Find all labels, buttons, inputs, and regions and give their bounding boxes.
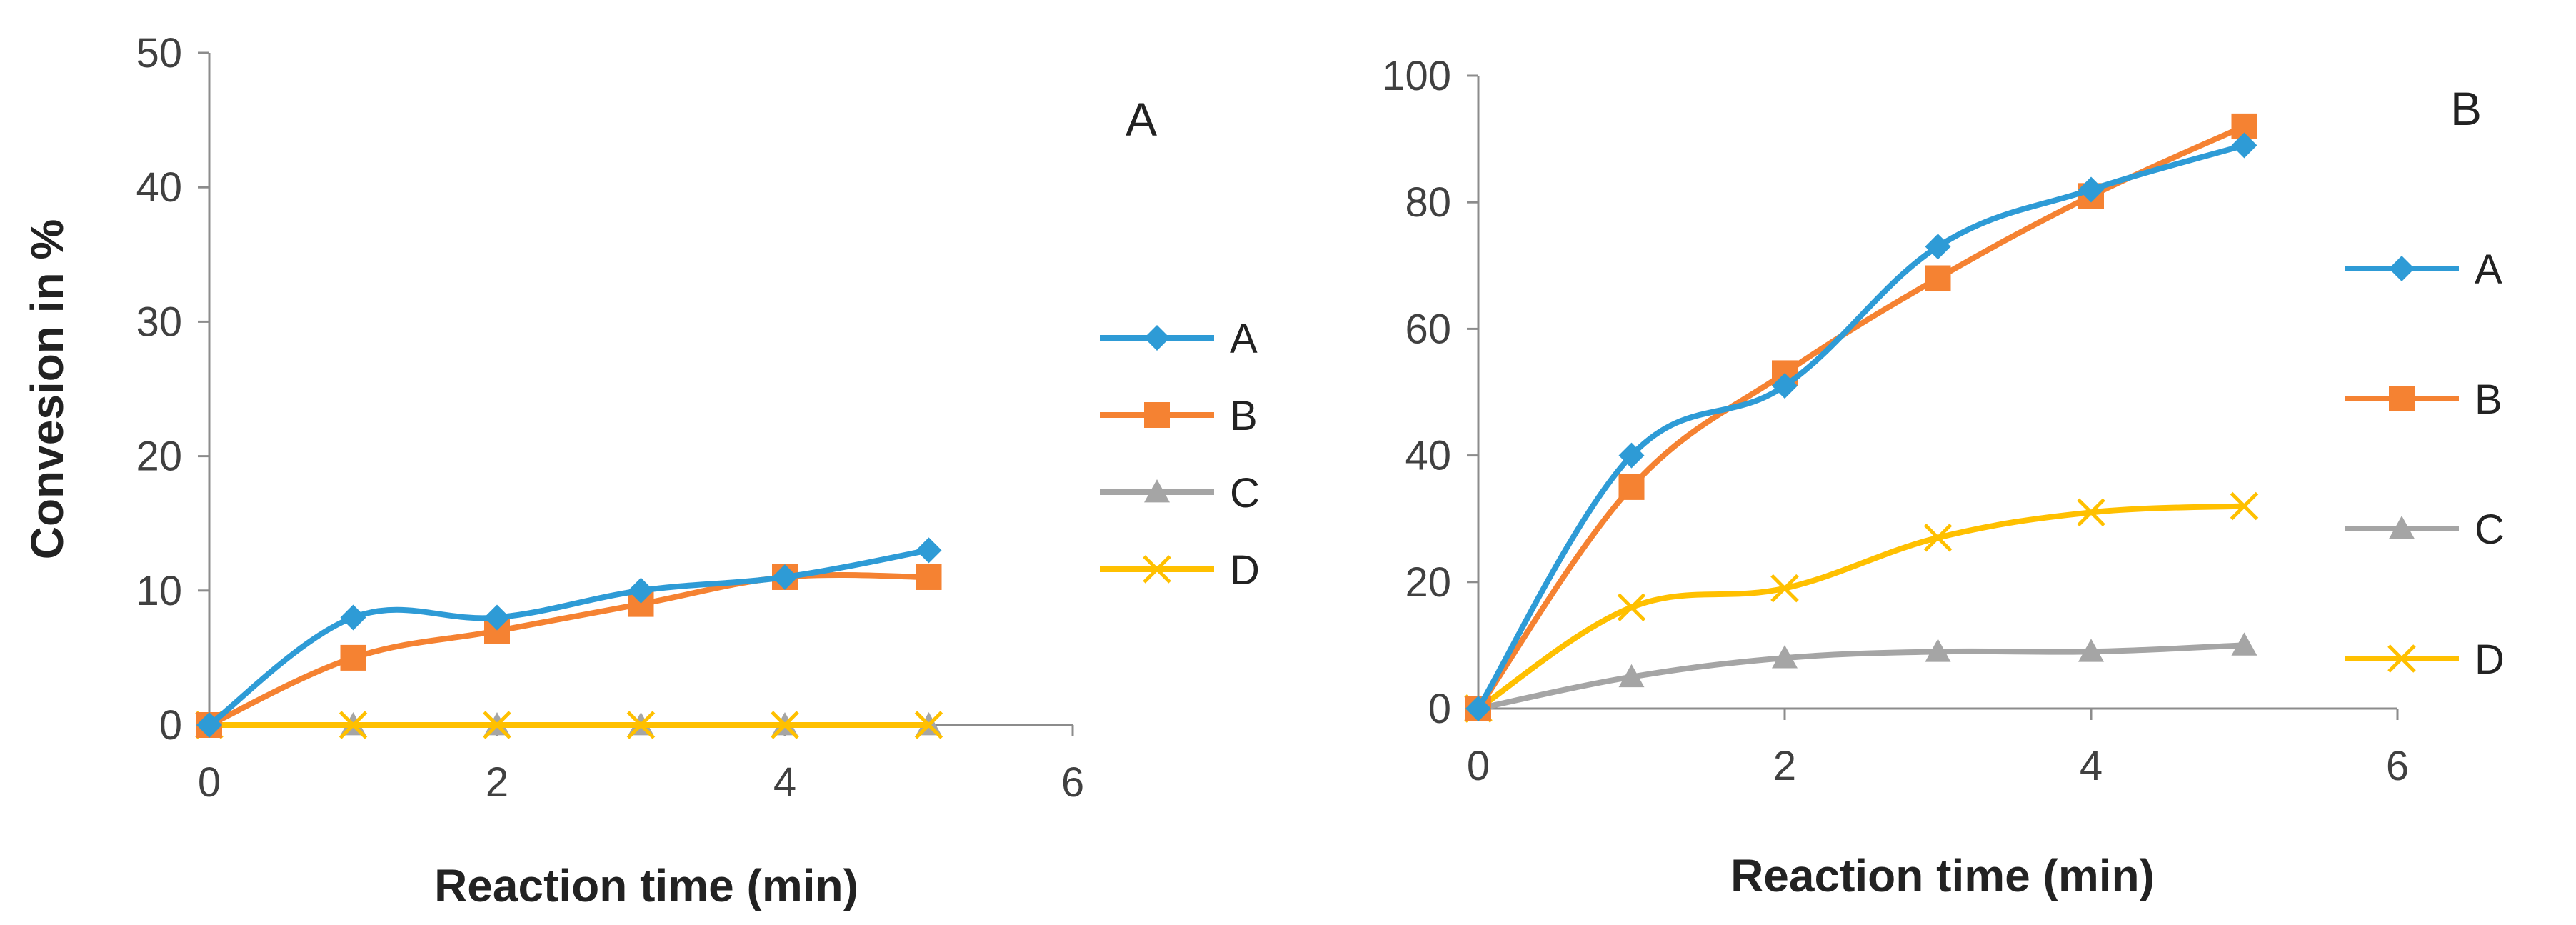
series-a	[1465, 132, 2257, 721]
legend-item-d: D	[1100, 547, 1260, 594]
data-point	[2231, 132, 2257, 159]
data-point	[1618, 474, 1645, 500]
y-axis-title: Convesion in %	[21, 219, 73, 560]
x-axis-title: Reaction time (min)	[434, 860, 858, 911]
legend-label: D	[1230, 547, 1260, 594]
axes: 0 20 40 60 80 100 0 2 4 6	[1382, 53, 2409, 789]
series-layer	[195, 537, 943, 739]
data-point	[2230, 491, 2259, 521]
data-point	[483, 711, 511, 739]
y-tick-label: 100	[1382, 53, 1451, 99]
legend-item-b: B	[1100, 393, 1258, 439]
data-point	[484, 604, 510, 631]
series-b	[196, 564, 942, 738]
x-axis-title: Reaction time (min)	[1730, 850, 2155, 901]
legend-marker	[1144, 325, 1170, 351]
legend-label: A	[2475, 246, 2502, 293]
legend-marker	[2389, 386, 2415, 411]
chart-panel-a: A Reaction time (min) Convesion in % 0 10…	[21, 30, 1260, 911]
series-d	[195, 711, 943, 739]
x-tick-label: 4	[2080, 743, 2103, 789]
data-point	[340, 644, 366, 671]
data-point	[339, 711, 368, 739]
chart-panel-b: B Reaction time (min) 0 20 40 60 80 100 0 2 4 6 A…	[1382, 53, 2505, 901]
data-point	[1925, 234, 1951, 260]
series-a	[196, 537, 942, 738]
legend-item-c: C	[1100, 470, 1260, 516]
data-point	[772, 564, 798, 590]
x-tick-label: 2	[1773, 743, 1796, 789]
legend-marker	[2387, 644, 2416, 673]
data-point	[1772, 373, 1798, 399]
legend-marker	[1144, 479, 1170, 503]
y-tick-label: 30	[136, 299, 182, 345]
legend-item-c: C	[2345, 506, 2505, 553]
legend-label: A	[1230, 316, 1258, 362]
x-tick-label: 4	[773, 759, 796, 806]
data-point	[771, 711, 799, 739]
x-tick-label: 6	[2386, 743, 2409, 789]
legend-label: C	[2475, 506, 2505, 553]
y-tick-label: 0	[1428, 686, 1451, 732]
data-point	[2078, 176, 2104, 203]
legend-label: D	[2475, 636, 2505, 683]
panel-label: B	[2450, 82, 2482, 135]
data-point	[1925, 265, 1951, 291]
legend-label: C	[1230, 470, 1260, 516]
legend-marker	[2389, 516, 2415, 539]
legend-marker	[2389, 256, 2415, 281]
data-point	[1772, 645, 1798, 669]
x-tick-label: 2	[486, 759, 508, 806]
legend: A B C D	[2345, 246, 2505, 683]
legend-marker	[1144, 402, 1170, 428]
legend-item-d: D	[2345, 636, 2505, 683]
data-point	[1465, 696, 1491, 721]
series-line	[1475, 503, 2247, 711]
y-tick-label: 40	[1405, 433, 1451, 479]
data-point	[914, 711, 943, 739]
data-point	[2231, 632, 2257, 656]
y-tick-label: 60	[1405, 306, 1451, 352]
data-point	[628, 577, 654, 604]
legend-label: B	[1230, 393, 1258, 439]
y-tick-label: 10	[136, 568, 182, 614]
data-point	[916, 537, 942, 564]
panel-label: A	[1126, 93, 1157, 146]
series-line	[206, 547, 932, 728]
legend-item-b: B	[2345, 376, 2502, 423]
axes: 0 10 20 30 40 50 0 2 4 6	[136, 30, 1084, 806]
data-point	[1618, 664, 1645, 688]
data-point	[2077, 498, 2105, 527]
data-point	[1923, 524, 1953, 552]
data-point	[340, 604, 366, 631]
legend-item-a: A	[1100, 316, 1258, 362]
series-line	[206, 571, 932, 728]
data-point	[196, 712, 222, 738]
series-line	[1475, 123, 2247, 711]
series-c	[1465, 632, 2257, 719]
data-point	[1925, 639, 1951, 662]
data-point	[1770, 574, 1799, 603]
y-tick-label: 0	[159, 702, 182, 749]
y-tick-label: 20	[136, 434, 182, 480]
y-tick-label: 40	[136, 164, 182, 211]
legend-marker	[1143, 555, 1171, 584]
data-point	[916, 564, 942, 590]
data-point	[1617, 593, 1646, 622]
series-layer	[1464, 113, 2259, 723]
legend-label: B	[2475, 376, 2502, 423]
data-point	[2078, 639, 2104, 662]
y-tick-label: 50	[136, 30, 182, 76]
x-tick-label: 0	[1467, 743, 1490, 789]
y-tick-label: 80	[1405, 179, 1451, 226]
x-tick-label: 0	[198, 759, 221, 806]
data-point	[626, 711, 656, 739]
data-point	[1618, 442, 1645, 469]
x-tick-label: 6	[1061, 759, 1084, 806]
series-line	[1475, 642, 2247, 711]
y-tick-label: 20	[1405, 559, 1451, 606]
legend-item-a: A	[2345, 246, 2502, 293]
